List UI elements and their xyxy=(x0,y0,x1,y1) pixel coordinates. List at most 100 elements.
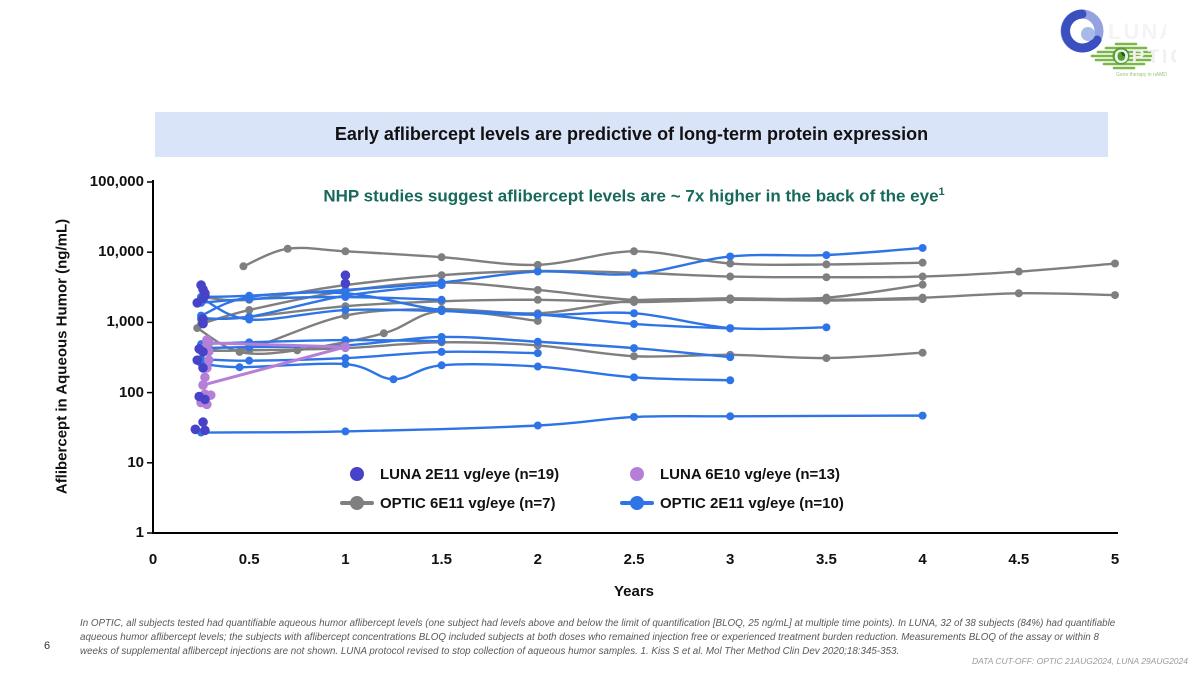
data-point xyxy=(340,270,351,281)
data-point xyxy=(190,424,201,435)
data-point xyxy=(918,348,927,357)
data-point xyxy=(203,355,214,365)
data-point xyxy=(235,363,244,372)
chart-legend: LUNA 2E11 vg/eye (n=19) LUNA 6E10 vg/eye … xyxy=(340,462,910,515)
data-point xyxy=(437,337,446,346)
data-point xyxy=(437,281,446,290)
data-point xyxy=(1014,267,1023,276)
data-point xyxy=(239,262,248,271)
data-point xyxy=(630,344,638,353)
data-point xyxy=(245,312,254,321)
subtitle-superscript: 1 xyxy=(938,186,945,198)
x-tick-label: 1 xyxy=(341,551,350,568)
data-point xyxy=(630,412,638,421)
legend-item: LUNA 6E10 vg/eye (n=13) xyxy=(620,462,910,486)
data-point xyxy=(389,375,398,384)
data-point xyxy=(341,311,350,320)
data-point xyxy=(533,295,542,304)
data-point xyxy=(630,309,638,318)
data-point xyxy=(533,349,542,358)
legend-item: OPTIC 6E11 vg/eye (n=7) xyxy=(340,491,620,515)
legend-dot-marker xyxy=(340,467,374,481)
trend-line xyxy=(201,295,442,305)
series-optic-2e11-vg-eye-n-10- xyxy=(197,243,927,437)
data-point xyxy=(822,296,831,305)
data-point xyxy=(726,295,735,304)
data-point xyxy=(341,336,350,345)
data-point xyxy=(283,244,292,253)
data-point xyxy=(437,347,446,356)
data-point xyxy=(918,411,927,420)
data-point xyxy=(198,380,208,390)
luna-logo-crescent xyxy=(1061,9,1102,53)
data-point xyxy=(726,376,735,385)
x-tick-label: 2.5 xyxy=(623,551,645,568)
data-point xyxy=(918,258,927,267)
data-point xyxy=(726,324,735,333)
data-point xyxy=(918,295,927,304)
x-tick-label: 2 xyxy=(533,551,542,568)
data-point xyxy=(437,361,446,370)
data-point xyxy=(918,272,927,281)
y-axis-ticks xyxy=(147,181,153,534)
data-point xyxy=(533,260,542,269)
data-point xyxy=(822,260,831,269)
legend-label: OPTIC 6E11 vg/eye (n=7) xyxy=(380,494,556,512)
optic-logo-text: OPTIC xyxy=(1114,47,1176,68)
data-point xyxy=(726,412,735,421)
series-optic-6e11-vg-eye-n-7- xyxy=(193,244,1119,363)
data-point xyxy=(533,310,542,319)
data-point xyxy=(533,316,542,325)
data-point xyxy=(437,307,446,316)
luna-logo: LUNA xyxy=(1056,6,1166,58)
page-title: Early aflibercept levels are predictive … xyxy=(334,124,929,144)
y-tick-label: 1 xyxy=(135,524,144,541)
series-luna-2e11-vg-eye-n-19- xyxy=(190,270,351,436)
legend-label: LUNA 2E11 vg/eye (n=19) xyxy=(380,465,560,483)
legend-item: OPTIC 2E11 vg/eye (n=10) xyxy=(620,491,910,515)
x-tick-label: 5 xyxy=(1110,551,1120,568)
data-point xyxy=(379,329,388,338)
data-point xyxy=(726,272,735,281)
data-point xyxy=(198,417,208,427)
x-tick-label: 4.5 xyxy=(1008,551,1030,568)
data-point xyxy=(341,360,350,369)
trend-line xyxy=(200,362,731,382)
legend-dot-marker xyxy=(620,467,654,481)
y-tick-label: 10,000 xyxy=(98,243,144,261)
trend-line xyxy=(202,345,346,387)
legend-label: LUNA 6E10 vg/eye (n=13) xyxy=(660,465,840,483)
data-point xyxy=(198,363,208,373)
data-point xyxy=(341,293,350,302)
data-point xyxy=(822,323,831,332)
data-point xyxy=(198,347,208,357)
x-tick-label: 3 xyxy=(726,551,735,568)
x-tick-label: 0 xyxy=(148,551,158,568)
legend-line-dot-marker xyxy=(620,496,654,510)
trend-line xyxy=(201,414,923,434)
trend-line xyxy=(201,283,442,321)
data-point xyxy=(198,318,208,329)
trend-line xyxy=(242,246,923,268)
data-point xyxy=(341,247,350,256)
data-point xyxy=(822,251,831,260)
data-point xyxy=(533,362,542,371)
x-tick-label: 0.5 xyxy=(238,551,260,568)
data-point xyxy=(1111,259,1119,268)
data-point xyxy=(192,355,203,365)
luna-logo-text: LUNA xyxy=(1108,19,1166,44)
legend-label: OPTIC 2E11 vg/eye (n=10) xyxy=(660,494,844,512)
x-axis-title: Years xyxy=(613,583,655,600)
data-point xyxy=(1111,291,1119,300)
data-point xyxy=(340,342,351,352)
data-point xyxy=(200,425,210,436)
data-point xyxy=(533,421,542,430)
luna-logo-dot xyxy=(1081,27,1095,41)
data-point xyxy=(630,247,638,256)
data-point xyxy=(822,273,831,282)
y-tick-label: 100,000 xyxy=(89,173,144,190)
data-point xyxy=(533,267,542,276)
data-point xyxy=(192,298,203,308)
data-point xyxy=(630,373,638,382)
